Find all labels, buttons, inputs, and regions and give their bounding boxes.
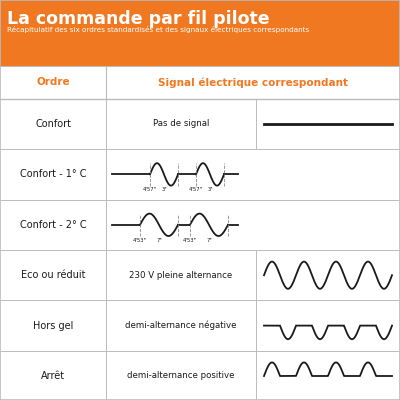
Bar xyxy=(0,250,400,300)
Text: La commande par fil pilote: La commande par fil pilote xyxy=(7,10,270,28)
Text: Récapitulatif des six ordres standardisés et des signaux électriques corresponda: Récapitulatif des six ordres standardisé… xyxy=(7,26,310,33)
Text: 3": 3" xyxy=(161,187,167,192)
Text: Confort - 1° C: Confort - 1° C xyxy=(20,169,86,179)
Bar xyxy=(0,66,400,99)
Bar xyxy=(0,200,400,250)
Bar xyxy=(0,99,400,149)
Bar xyxy=(0,0,400,66)
Text: demi-alternance positive: demi-alternance positive xyxy=(127,372,235,380)
Text: demi-alternance négative: demi-alternance négative xyxy=(125,321,237,330)
Text: 230 V pleine alternance: 230 V pleine alternance xyxy=(129,271,233,280)
Bar xyxy=(0,300,400,351)
Text: 4'53": 4'53" xyxy=(133,238,147,242)
Bar xyxy=(0,149,400,200)
Text: Confort: Confort xyxy=(35,119,71,129)
Text: 4'53": 4'53" xyxy=(183,238,197,242)
Text: Ordre: Ordre xyxy=(36,77,70,87)
Text: Hors gel: Hors gel xyxy=(33,321,73,330)
Text: 3": 3" xyxy=(207,187,213,192)
Text: Pas de signal: Pas de signal xyxy=(153,120,209,128)
Text: 7": 7" xyxy=(206,238,212,242)
Text: 7": 7" xyxy=(156,238,162,242)
Text: Signal électrique correspondant: Signal électrique correspondant xyxy=(158,77,348,88)
Text: 4'57": 4'57" xyxy=(189,187,203,192)
Text: 4'57": 4'57" xyxy=(143,187,157,192)
Bar xyxy=(0,351,400,400)
Text: Eco ou réduit: Eco ou réduit xyxy=(21,270,85,280)
Text: Confort - 2° C: Confort - 2° C xyxy=(20,220,86,230)
Text: Arrêt: Arrêt xyxy=(41,371,65,381)
